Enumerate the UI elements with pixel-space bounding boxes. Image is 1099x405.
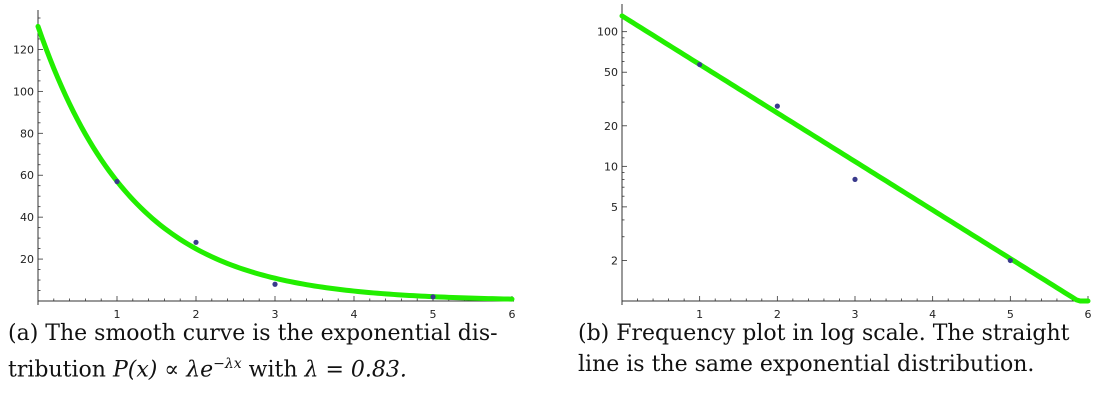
data-point bbox=[114, 178, 120, 185]
data-point bbox=[1007, 257, 1013, 264]
y-tick-label: 120 bbox=[13, 43, 34, 56]
x-tick-label: 1 bbox=[114, 308, 121, 321]
panel-a: 1 2 3 4 5 6 20 40 60 80 100 120 (a) The smooth curv… bbox=[0, 0, 540, 405]
caption-a-line1: (a) The smooth curve is the exponential … bbox=[8, 318, 528, 349]
caption-a-label: (a) bbox=[8, 321, 39, 346]
x-tick-label: 4 bbox=[929, 308, 936, 321]
caption-a-lambda: λ = 0.83. bbox=[304, 357, 407, 383]
x-tick-label: 6 bbox=[1085, 308, 1092, 321]
caption-b-label: (b) bbox=[578, 321, 610, 346]
exponential-curve-plot: 1 2 3 4 5 6 20 40 60 80 100 120 bbox=[13, 10, 516, 321]
caption-b-line2: line is the same exponential distributio… bbox=[578, 352, 1035, 377]
y-tick-label: 50 bbox=[604, 66, 618, 79]
data-point bbox=[193, 239, 199, 245]
y-tick-label: 40 bbox=[20, 211, 34, 224]
log-frequency-plot: 1 2 3 4 5 6 2 5 10 20 50 100 bbox=[597, 4, 1092, 321]
y-tick-label: 20 bbox=[20, 253, 34, 266]
fit-curve bbox=[35, 23, 515, 302]
fit-line bbox=[619, 13, 1091, 304]
caption-b: (b) Frequency plot in log scale. The str… bbox=[578, 318, 1099, 380]
caption-a-line2: tribution P(x) ∝ λe−λx with λ = 0.83. bbox=[8, 349, 528, 385]
x-tick-label: 5 bbox=[430, 308, 437, 321]
y-tick-label: 20 bbox=[604, 120, 618, 133]
data-point bbox=[852, 176, 858, 182]
panel-b: 1 2 3 4 5 6 2 5 10 20 50 100 (b) Frequency plot in … bbox=[560, 0, 1099, 405]
caption-a-text2: tribution bbox=[8, 357, 106, 383]
x-tick-label: 2 bbox=[774, 308, 781, 321]
y-tick-label: 100 bbox=[13, 85, 34, 98]
x-tick-label: 3 bbox=[272, 308, 279, 321]
data-point bbox=[430, 294, 436, 300]
x-tick-label: 4 bbox=[351, 308, 358, 321]
data-point bbox=[697, 61, 703, 68]
data-point bbox=[272, 281, 278, 287]
caption-a-exponent: −λx bbox=[213, 356, 242, 372]
caption-a-formula: P(x) ∝ λe bbox=[112, 357, 214, 383]
y-tick-label: 2 bbox=[611, 254, 618, 267]
y-tick-label: 60 bbox=[20, 169, 34, 182]
caption-b-line1: (b) Frequency plot in log scale. The str… bbox=[578, 318, 1099, 349]
caption-a: (a) The smooth curve is the exponential … bbox=[8, 318, 528, 385]
y-tick-label: 10 bbox=[604, 160, 618, 173]
x-tick-label: 3 bbox=[852, 308, 859, 321]
x-tick-label: 5 bbox=[1007, 308, 1014, 321]
y-tick-label: 80 bbox=[20, 127, 34, 140]
caption-a-with: with bbox=[248, 357, 298, 383]
y-tick-label: 100 bbox=[597, 26, 618, 39]
y-tick-label: 5 bbox=[611, 201, 618, 214]
x-tick-label: 2 bbox=[193, 308, 200, 321]
data-point bbox=[774, 103, 780, 109]
caption-b-text1: Frequency plot in log scale. The straigh… bbox=[616, 321, 1070, 346]
x-tick-label: 6 bbox=[509, 308, 516, 321]
caption-a-text1: The smooth curve is the exponential dis- bbox=[45, 321, 498, 346]
x-tick-label: 1 bbox=[696, 308, 703, 321]
